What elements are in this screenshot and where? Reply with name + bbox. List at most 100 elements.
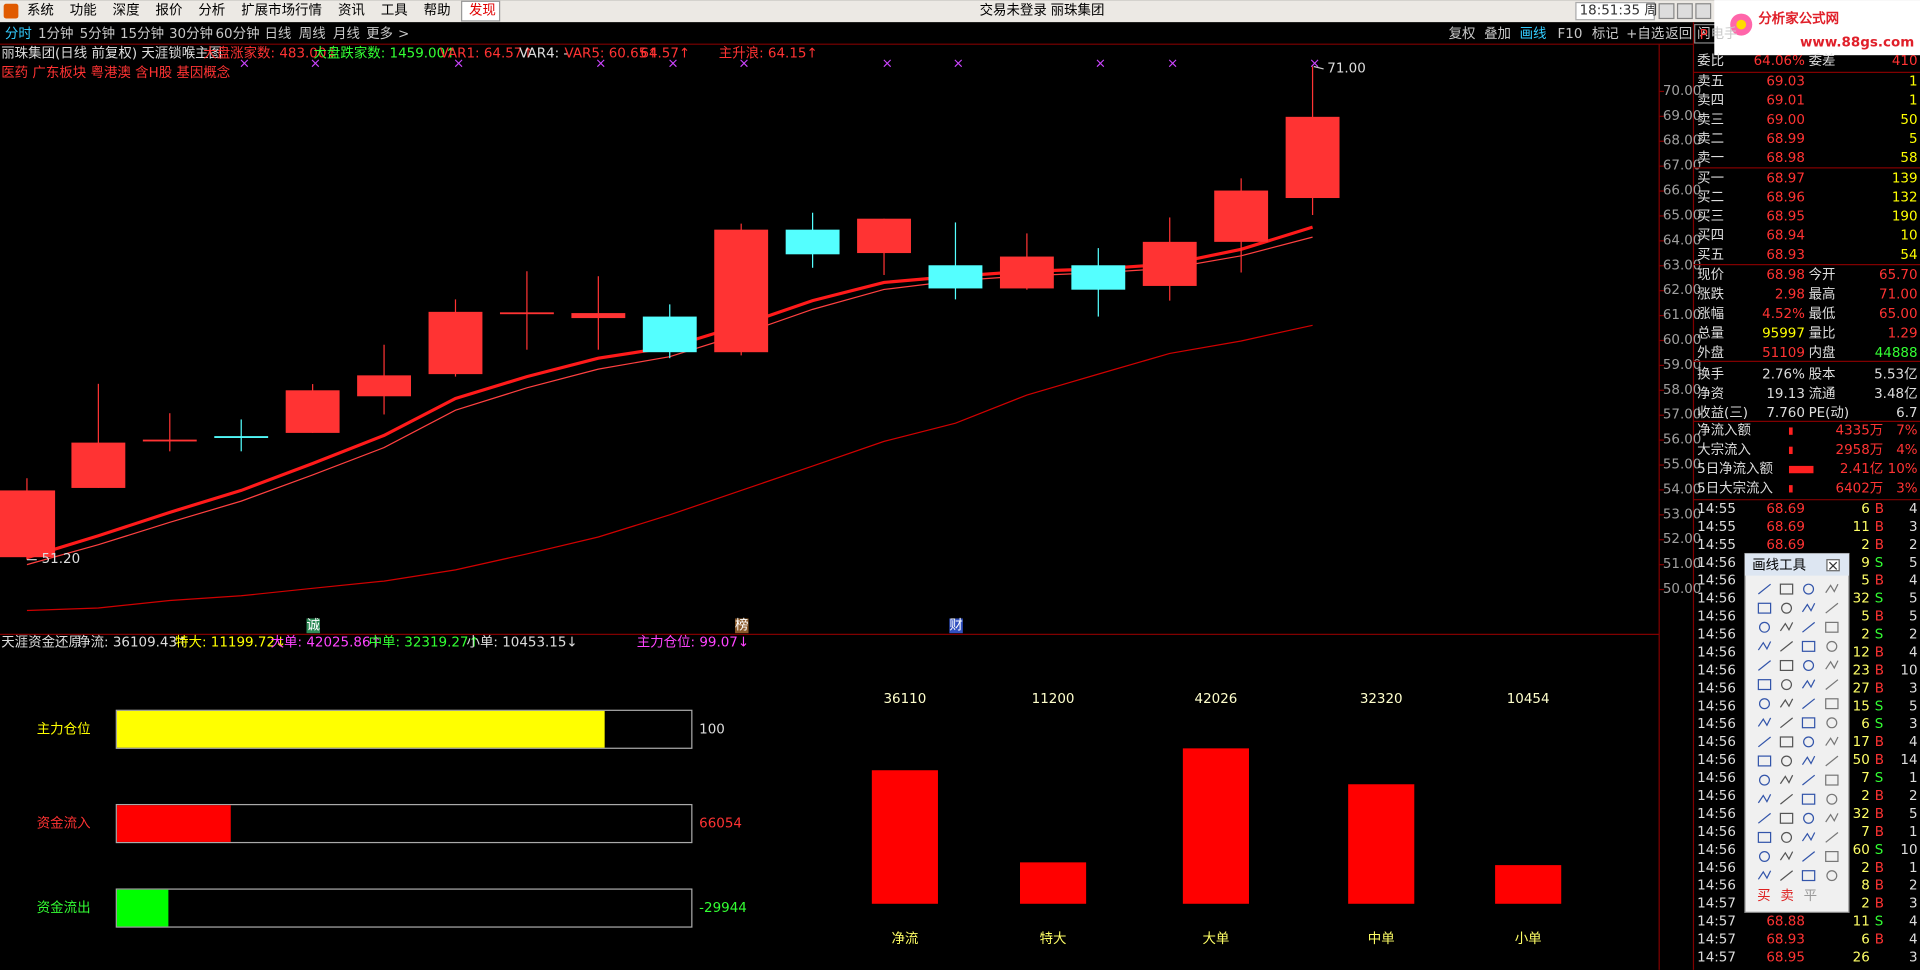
tool-button[interactable]: F10: [1558, 27, 1583, 42]
tool-icon[interactable]: [1802, 774, 1816, 786]
period-tab[interactable]: 月线: [333, 26, 360, 42]
tool-icon[interactable]: [1825, 698, 1839, 710]
tool-button[interactable]: 标记: [1592, 26, 1619, 42]
trade-side: B: [1875, 825, 1884, 840]
menu-item[interactable]: 分析: [198, 3, 225, 19]
quote-label: 股本: [1809, 366, 1836, 382]
toolbox-action[interactable]: 买: [1757, 888, 1770, 904]
period-tab[interactable]: 分时: [5, 26, 32, 42]
tool-button[interactable]: 复权: [1449, 25, 1476, 42]
tool-icon[interactable]: [1779, 659, 1794, 672]
menu-item[interactable]: 报价: [156, 3, 183, 19]
tool-icon[interactable]: [1825, 774, 1839, 786]
tool-icon[interactable]: [1757, 755, 1772, 767]
tool-icon[interactable]: [1801, 640, 1816, 652]
menu-item[interactable]: 系统: [27, 3, 54, 19]
menu-item[interactable]: 深度: [113, 3, 140, 19]
tool-icon[interactable]: [1780, 717, 1794, 729]
tool-icon[interactable]: [1779, 851, 1794, 861]
indicator: 主升浪: 64.15↑: [719, 45, 818, 61]
period-tab[interactable]: 5分钟: [80, 25, 115, 42]
tool-icon[interactable]: [1801, 679, 1816, 689]
menu-item[interactable]: 帮助: [424, 3, 451, 19]
tool-icon[interactable]: [1803, 736, 1815, 748]
menu-item[interactable]: 工具: [381, 4, 408, 19]
period-tab[interactable]: 周线: [299, 26, 326, 42]
tool-icon[interactable]: [1781, 679, 1793, 691]
tool-icon[interactable]: [1825, 736, 1839, 746]
tool-icon[interactable]: [1758, 851, 1771, 863]
tool-icon[interactable]: [1779, 583, 1794, 595]
drawing-toolbox[interactable]: 画线工具买卖平: [1744, 552, 1850, 913]
tool-icon[interactable]: [1780, 641, 1794, 652]
tool-button[interactable]: 叠加: [1484, 26, 1511, 42]
tool-icon[interactable]: [1803, 583, 1815, 595]
tool-icon[interactable]: [1757, 641, 1772, 651]
tool-icon[interactable]: [1757, 660, 1771, 671]
tool-icon[interactable]: [1757, 583, 1771, 595]
tool-icon[interactable]: [1825, 755, 1839, 767]
tool-icon[interactable]: [1781, 755, 1793, 767]
tool-icon[interactable]: [1801, 755, 1816, 766]
tool-icon[interactable]: [1757, 602, 1772, 614]
tool-icon[interactable]: [1826, 640, 1838, 652]
tool-icon[interactable]: [1781, 831, 1793, 843]
toolbox-action[interactable]: 卖: [1780, 888, 1793, 904]
tool-icon[interactable]: [1757, 831, 1772, 843]
tool-icon[interactable]: [1801, 832, 1816, 842]
tool-icon[interactable]: [1780, 870, 1794, 881]
tool-icon[interactable]: [1757, 679, 1772, 691]
tool-icon[interactable]: [1826, 717, 1838, 729]
tool-icon[interactable]: [1801, 603, 1816, 613]
tool-icon[interactable]: [1801, 870, 1816, 882]
tool-icon[interactable]: [1825, 621, 1839, 633]
tool-icon[interactable]: [1825, 851, 1839, 863]
tool-button[interactable]: +自选: [1626, 26, 1664, 42]
tool-icon[interactable]: [1802, 698, 1816, 710]
tool-button[interactable]: 返回: [1665, 26, 1692, 42]
period-tab[interactable]: 60分钟: [216, 25, 260, 42]
period-tab[interactable]: 日线: [264, 26, 291, 42]
tool-icon[interactable]: [1801, 793, 1816, 805]
period-tab[interactable]: 15分钟: [120, 25, 164, 42]
tool-icon[interactable]: [1801, 717, 1816, 729]
tool-icon[interactable]: [1780, 793, 1794, 805]
tool-icon[interactable]: [1757, 717, 1772, 727]
tool-icon[interactable]: [1779, 774, 1794, 785]
tool-icon[interactable]: [1826, 793, 1838, 805]
tool-icon[interactable]: [1825, 813, 1839, 823]
period-tab[interactable]: 1分钟: [38, 25, 73, 42]
tool-icon[interactable]: [1825, 602, 1839, 614]
tool-icon[interactable]: [1825, 583, 1839, 594]
tool-icon[interactable]: [1779, 736, 1794, 748]
tool-icon[interactable]: [1757, 870, 1772, 880]
tool-icon[interactable]: [1757, 736, 1771, 748]
tool-icon[interactable]: [1802, 621, 1816, 633]
period-tab[interactable]: 更多: [366, 25, 393, 42]
discover-box[interactable]: [461, 0, 501, 22]
tool-icon[interactable]: [1779, 698, 1794, 708]
tool-icon[interactable]: [1757, 812, 1771, 824]
period-tab[interactable]: 30分钟: [169, 25, 213, 42]
tool-icon[interactable]: [1825, 832, 1839, 843]
tool-icon[interactable]: [1802, 851, 1816, 862]
tool-icon[interactable]: [1758, 621, 1771, 633]
tool-icon[interactable]: [1781, 602, 1793, 614]
tool-icon[interactable]: [1758, 698, 1771, 710]
menu-item[interactable]: 扩展市场行情: [241, 2, 322, 19]
tool-icon[interactable]: [1758, 774, 1771, 786]
tool-icon[interactable]: [1779, 622, 1794, 632]
tool-icon[interactable]: [1825, 660, 1839, 670]
book-label: 买二: [1697, 189, 1724, 205]
menu-item[interactable]: 功能: [70, 3, 97, 19]
tool-icon[interactable]: [1757, 794, 1772, 804]
menu-item[interactable]: 资讯: [338, 3, 365, 19]
tool-icon[interactable]: [1779, 812, 1794, 824]
period-tab[interactable]: >: [398, 27, 409, 42]
tool-button[interactable]: 画线: [1520, 26, 1547, 42]
tool-icon[interactable]: [1803, 812, 1815, 824]
toolbox-action[interactable]: 平: [1804, 889, 1817, 904]
tool-icon[interactable]: [1825, 679, 1839, 690]
tool-icon[interactable]: [1803, 659, 1815, 672]
tool-icon[interactable]: [1826, 870, 1838, 882]
